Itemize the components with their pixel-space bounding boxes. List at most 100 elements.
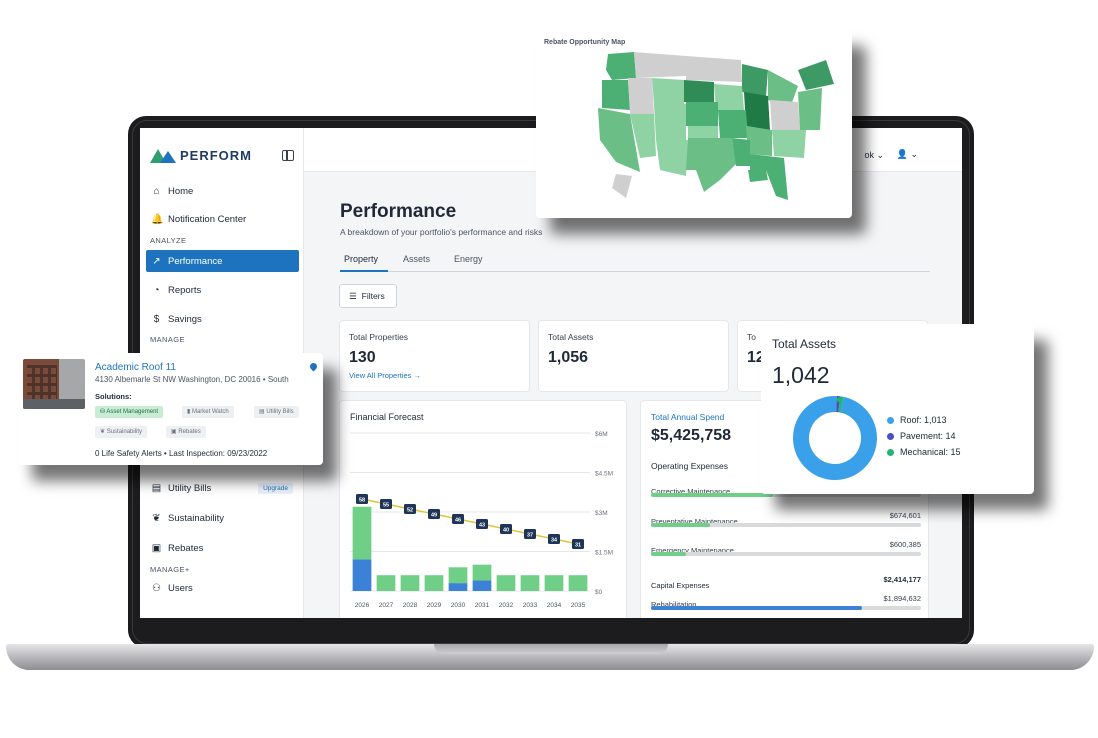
map-region[interactable] — [652, 78, 684, 104]
donut-slice-roof[interactable] — [793, 396, 877, 480]
map-region[interactable] — [606, 52, 636, 80]
map-region[interactable] — [612, 174, 632, 198]
map-region[interactable] — [798, 60, 834, 90]
map-region[interactable] — [798, 88, 822, 130]
map-region[interactable] — [742, 64, 768, 96]
map-region[interactable] — [768, 70, 798, 108]
sidebar-item-users[interactable]: ⚇ Users — [146, 577, 299, 599]
user-menu[interactable]: 👤 ⌄ — [896, 149, 918, 159]
chip-asset-management[interactable]: ⛁ Asset Management — [95, 406, 164, 418]
legend-label: Roof: 1,013 — [900, 415, 947, 425]
map-region[interactable] — [634, 52, 686, 78]
map-region[interactable] — [684, 80, 714, 102]
donut-slice-mechanical[interactable] — [793, 396, 877, 480]
map-region[interactable] — [748, 170, 768, 182]
map-region[interactable] — [688, 126, 718, 138]
map-region[interactable] — [714, 84, 744, 110]
sidebar-item-label: Performance — [168, 255, 223, 267]
property-footer: 0 Life Safety Alerts • Last Inspection: … — [95, 449, 268, 458]
us-map-states — [598, 52, 834, 200]
forecast-bar[interactable] — [424, 575, 444, 591]
forecast-marker-label: 58 — [359, 498, 365, 504]
tab-assets[interactable]: Assets — [403, 254, 431, 264]
spend-row-emergency: Emergency Maintenance $600,385 — [651, 540, 921, 558]
forecast-marker[interactable] — [476, 519, 488, 529]
forecast-bar[interactable] — [496, 575, 516, 591]
map-region[interactable] — [598, 108, 640, 172]
location-pin-icon[interactable] — [308, 361, 319, 372]
sidebar-item-utility-bills[interactable]: ▤ Utility Bills Upgrade — [146, 477, 299, 499]
sidebar-collapse-icon[interactable] — [282, 150, 294, 161]
rebate-map-title: Rebate Opportunity Map — [544, 39, 626, 46]
map-region[interactable] — [770, 100, 800, 130]
x-tick-label: 2033 — [523, 602, 538, 609]
forecast-marker[interactable] — [572, 539, 584, 549]
forecast-marker[interactable] — [500, 524, 512, 534]
forecast-bar[interactable] — [472, 564, 492, 581]
chip-utility-bills[interactable]: ▤ Utility Bills — [254, 406, 299, 418]
legend-dot-mechanical — [887, 448, 894, 456]
map-region[interactable] — [686, 138, 736, 192]
x-tick-label: 2029 — [427, 602, 442, 609]
chip-rebates[interactable]: ▣ Rebates — [166, 426, 206, 438]
topbar-menu-label: ok — [864, 150, 874, 160]
forecast-marker[interactable] — [548, 534, 560, 544]
x-tick-label: 2035 — [571, 602, 586, 609]
sidebar-item-home[interactable]: ⌂ Home — [146, 180, 299, 202]
map-region[interactable] — [744, 92, 770, 130]
chip-sustainability[interactable]: ❦ Sustainability — [95, 426, 148, 438]
map-region[interactable] — [772, 130, 806, 158]
forecast-bar[interactable] — [352, 506, 372, 560]
forecast-marker[interactable] — [356, 494, 368, 504]
map-region[interactable] — [686, 102, 718, 126]
filters-button[interactable]: ☰ Filters — [339, 284, 397, 308]
forecast-bar[interactable] — [448, 583, 468, 591]
topbar-menu[interactable]: ok ⌄ — [864, 150, 884, 160]
forecast-marker[interactable] — [404, 504, 416, 514]
map-region[interactable] — [630, 114, 656, 158]
forecast-marker[interactable] — [428, 509, 440, 519]
sidebar-item-savings[interactable]: $ Savings — [146, 308, 299, 330]
map-region[interactable] — [628, 78, 654, 114]
sidebar-item-reports[interactable]: ◔ Reports — [146, 279, 299, 301]
forecast-marker[interactable] — [380, 499, 392, 509]
forecast-bar[interactable] — [352, 559, 372, 591]
sidebar-item-performance[interactable]: ↗ Performance — [146, 250, 299, 272]
forecast-bar[interactable] — [568, 575, 588, 591]
forecast-marker[interactable] — [452, 514, 464, 524]
forecast-bar[interactable] — [544, 575, 564, 591]
map-region[interactable] — [732, 138, 750, 166]
logo[interactable]: PERFORM — [150, 148, 252, 163]
view-all-properties-link[interactable]: View All Properties → — [349, 371, 421, 380]
map-region[interactable] — [656, 140, 688, 176]
forecast-bar[interactable] — [472, 580, 492, 591]
property-card[interactable]: Academic Roof 11 4130 Albemarle St NW Wa… — [18, 353, 323, 465]
property-name[interactable]: Academic Roof 11 — [95, 362, 176, 373]
sidebar-item-notification-center[interactable]: 🔔 Notification Center — [146, 208, 299, 230]
upgrade-badge[interactable]: Upgrade — [258, 482, 293, 494]
map-region[interactable] — [654, 104, 686, 140]
map-region[interactable] — [746, 126, 772, 156]
forecast-marker[interactable] — [524, 529, 536, 539]
card-value: 12 — [747, 349, 765, 366]
section-analyze: ANALYZE — [150, 236, 187, 245]
sidebar-item-sustainability[interactable]: ❦ Sustainability — [146, 507, 299, 529]
tab-energy[interactable]: Energy — [454, 254, 483, 264]
tab-property[interactable]: Property — [344, 254, 379, 264]
map-region[interactable] — [750, 154, 788, 200]
chip-label: Utility Bills — [266, 409, 294, 415]
forecast-bar[interactable] — [376, 575, 396, 591]
sidebar-item-rebates[interactable]: ▣ Rebates — [146, 537, 299, 559]
forecast-bar[interactable] — [400, 575, 420, 591]
forecast-bar[interactable] — [520, 575, 540, 591]
forecast-bar[interactable] — [448, 567, 468, 584]
map-region[interactable] — [602, 80, 630, 110]
map-region[interactable] — [718, 110, 748, 138]
forecast-marker-label: 31 — [575, 543, 581, 549]
x-tick-label: 2030 — [451, 602, 466, 609]
map-region[interactable] — [686, 56, 742, 82]
chip-market-watch[interactable]: ▮ Market Watch — [182, 406, 234, 418]
leaf-icon: ❦ — [152, 512, 161, 524]
y-tick-label: $6M — [595, 431, 608, 438]
card-value: 1,056 — [548, 349, 589, 366]
